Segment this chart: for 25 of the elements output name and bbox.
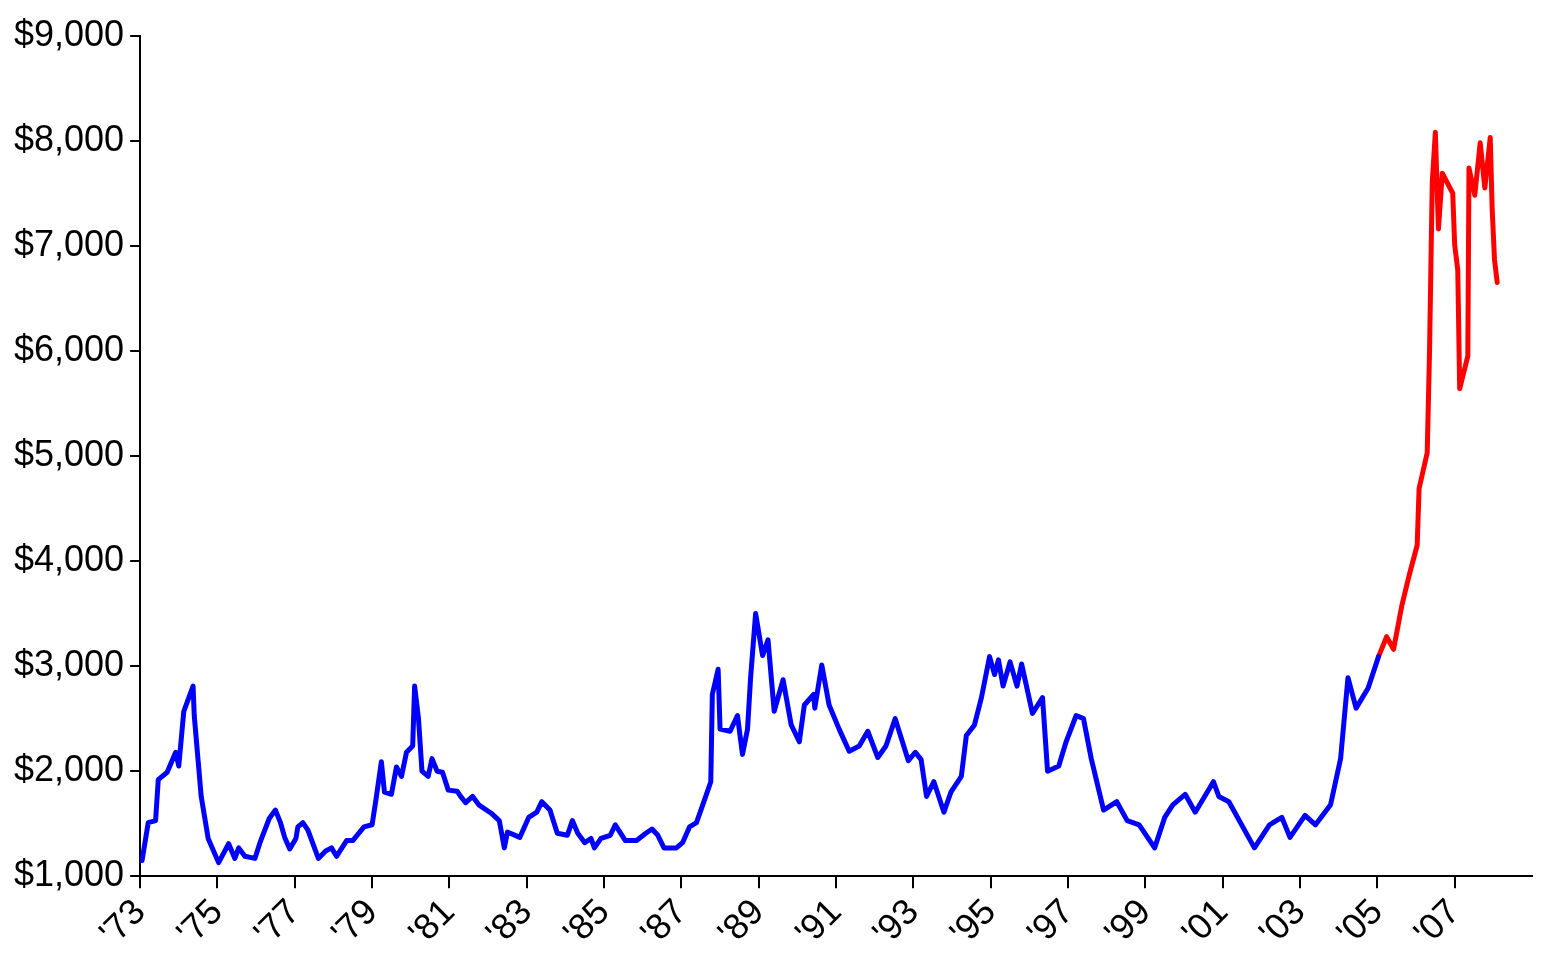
y-tick-label: $3,000 xyxy=(14,643,125,685)
x-tick-label: '89 xyxy=(709,890,772,953)
x-tick-label: '93 xyxy=(863,890,927,953)
x-tick-label: '87 xyxy=(631,890,695,953)
y-tick-label: $7,000 xyxy=(14,222,125,264)
x-tick-label: '99 xyxy=(1095,890,1159,953)
y-tick-label: $2,000 xyxy=(14,748,125,790)
x-tick-label: '91 xyxy=(786,890,849,953)
y-tick-label: $9,000 xyxy=(14,12,125,54)
x-tick-label: '03 xyxy=(1250,890,1313,953)
y-tick-label: $4,000 xyxy=(14,537,125,579)
x-tick-label: '77 xyxy=(245,890,308,953)
y-tick-label: $5,000 xyxy=(14,432,125,474)
x-tick-label: '85 xyxy=(554,890,617,953)
x-tick-label: '95 xyxy=(941,890,1004,953)
y-tick-label: $8,000 xyxy=(14,117,125,159)
x-tick-label: '07 xyxy=(1405,890,1468,953)
y-tick-label: $6,000 xyxy=(14,327,125,369)
x-tick-label: '05 xyxy=(1327,890,1391,953)
x-tick-label: '79 xyxy=(322,890,385,953)
x-tick-label: '01 xyxy=(1173,890,1236,953)
x-tick-label: '97 xyxy=(1018,890,1081,953)
x-tick-label: '81 xyxy=(399,890,463,953)
x-tick-label: '75 xyxy=(167,890,231,953)
x-tick-label: '83 xyxy=(477,890,540,953)
